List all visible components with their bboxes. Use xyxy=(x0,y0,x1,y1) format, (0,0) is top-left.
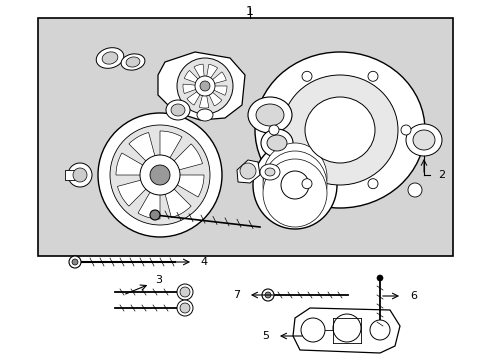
Polygon shape xyxy=(292,308,399,353)
Wedge shape xyxy=(160,144,202,175)
Wedge shape xyxy=(116,153,160,175)
Circle shape xyxy=(302,71,311,81)
Circle shape xyxy=(200,81,209,91)
Ellipse shape xyxy=(282,75,397,185)
Circle shape xyxy=(98,113,222,237)
Text: 6: 6 xyxy=(409,291,416,301)
Circle shape xyxy=(367,179,377,189)
Circle shape xyxy=(400,125,410,135)
Ellipse shape xyxy=(261,129,292,157)
Ellipse shape xyxy=(263,143,326,211)
Wedge shape xyxy=(204,86,222,106)
Circle shape xyxy=(177,300,193,316)
Wedge shape xyxy=(194,64,204,86)
Wedge shape xyxy=(184,71,204,86)
Circle shape xyxy=(180,287,190,297)
Circle shape xyxy=(268,125,279,135)
Ellipse shape xyxy=(197,109,213,121)
Wedge shape xyxy=(138,175,160,219)
Wedge shape xyxy=(160,131,182,175)
Wedge shape xyxy=(186,86,204,105)
Ellipse shape xyxy=(247,97,291,133)
Ellipse shape xyxy=(254,52,424,208)
Ellipse shape xyxy=(165,100,190,120)
Circle shape xyxy=(367,71,377,81)
Wedge shape xyxy=(160,175,191,217)
Circle shape xyxy=(195,76,215,96)
Bar xyxy=(38,18,452,256)
Circle shape xyxy=(110,125,209,225)
Ellipse shape xyxy=(126,57,140,67)
Ellipse shape xyxy=(263,159,326,227)
Ellipse shape xyxy=(121,54,144,70)
Ellipse shape xyxy=(305,97,374,163)
Ellipse shape xyxy=(266,135,286,151)
Wedge shape xyxy=(204,64,217,86)
Polygon shape xyxy=(237,160,260,183)
Ellipse shape xyxy=(177,58,232,114)
Ellipse shape xyxy=(264,168,274,176)
Text: 1: 1 xyxy=(245,5,253,18)
Polygon shape xyxy=(158,52,244,120)
Circle shape xyxy=(68,163,92,187)
Circle shape xyxy=(376,275,382,281)
Ellipse shape xyxy=(412,130,434,150)
Wedge shape xyxy=(160,175,203,197)
Circle shape xyxy=(301,318,325,342)
Wedge shape xyxy=(117,175,160,206)
Bar xyxy=(65,170,75,180)
Wedge shape xyxy=(129,132,160,175)
Circle shape xyxy=(150,210,160,220)
Text: 7: 7 xyxy=(232,290,240,300)
Ellipse shape xyxy=(405,124,441,156)
Circle shape xyxy=(262,289,273,301)
Circle shape xyxy=(150,165,170,185)
Text: 4: 4 xyxy=(200,257,207,267)
Ellipse shape xyxy=(252,141,336,229)
Ellipse shape xyxy=(263,151,326,219)
Circle shape xyxy=(73,168,87,182)
Circle shape xyxy=(281,171,308,199)
Circle shape xyxy=(332,314,360,342)
Circle shape xyxy=(180,303,190,313)
Circle shape xyxy=(407,183,421,197)
Ellipse shape xyxy=(256,104,284,126)
Circle shape xyxy=(140,155,180,195)
Ellipse shape xyxy=(102,52,118,64)
Text: 5: 5 xyxy=(262,331,268,341)
Ellipse shape xyxy=(96,48,123,68)
Circle shape xyxy=(72,259,78,265)
Circle shape xyxy=(302,179,311,189)
Text: 2: 2 xyxy=(437,170,444,180)
Ellipse shape xyxy=(171,104,184,116)
Wedge shape xyxy=(199,86,208,108)
Circle shape xyxy=(264,292,270,298)
Ellipse shape xyxy=(260,164,280,180)
Ellipse shape xyxy=(240,163,256,179)
Wedge shape xyxy=(183,84,204,94)
Wedge shape xyxy=(204,86,226,95)
Circle shape xyxy=(369,320,389,340)
Wedge shape xyxy=(204,72,226,86)
Circle shape xyxy=(69,256,81,268)
Text: 3: 3 xyxy=(155,275,162,285)
Circle shape xyxy=(177,284,193,300)
